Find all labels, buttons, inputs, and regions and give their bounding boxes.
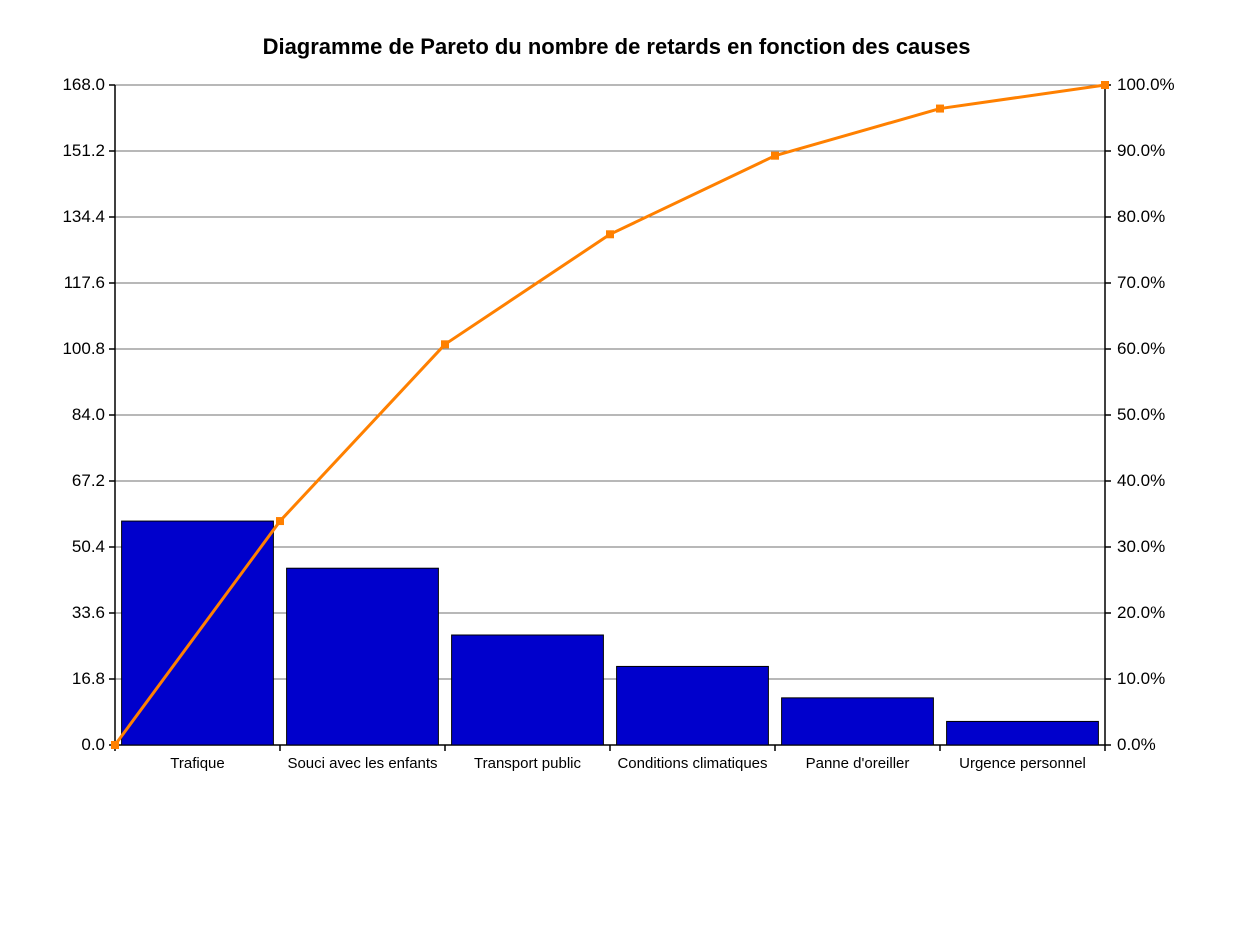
y-left-tick-label: 0.0 [15, 735, 105, 755]
category-label: Transport public [445, 755, 610, 772]
y-left-tick-label: 117.6 [15, 273, 105, 293]
category-label: Trafique [115, 755, 280, 772]
y-right-tick-label: 40.0% [1117, 471, 1217, 491]
y-right-tick-label: 0.0% [1117, 735, 1217, 755]
y-right-tick-label: 50.0% [1117, 405, 1217, 425]
chart-svg [0, 0, 1233, 925]
chart-container: Diagramme de Pareto du nombre de retards… [0, 0, 1233, 925]
y-left-tick-label: 16.8 [15, 669, 105, 689]
y-left-tick-label: 33.6 [15, 603, 105, 623]
y-right-tick-label: 30.0% [1117, 537, 1217, 557]
y-right-tick-label: 60.0% [1117, 339, 1217, 359]
y-left-tick-label: 168.0 [15, 75, 105, 95]
y-left-tick-label: 100.8 [15, 339, 105, 359]
y-left-tick-label: 134.4 [15, 207, 105, 227]
category-label: Panne d'oreiller [775, 755, 940, 772]
y-left-tick-label: 67.2 [15, 471, 105, 491]
y-right-tick-label: 10.0% [1117, 669, 1217, 689]
y-left-tick-label: 84.0 [15, 405, 105, 425]
y-left-tick-label: 50.4 [15, 537, 105, 557]
category-label: Conditions climatiques [610, 755, 775, 772]
y-right-tick-label: 70.0% [1117, 273, 1217, 293]
y-right-tick-label: 80.0% [1117, 207, 1217, 227]
category-label: Urgence personnel [940, 755, 1105, 772]
y-right-tick-label: 90.0% [1117, 141, 1217, 161]
y-right-tick-label: 20.0% [1117, 603, 1217, 623]
y-right-tick-label: 100.0% [1117, 75, 1217, 95]
category-label: Souci avec les enfants [280, 755, 445, 772]
y-left-tick-label: 151.2 [15, 141, 105, 161]
